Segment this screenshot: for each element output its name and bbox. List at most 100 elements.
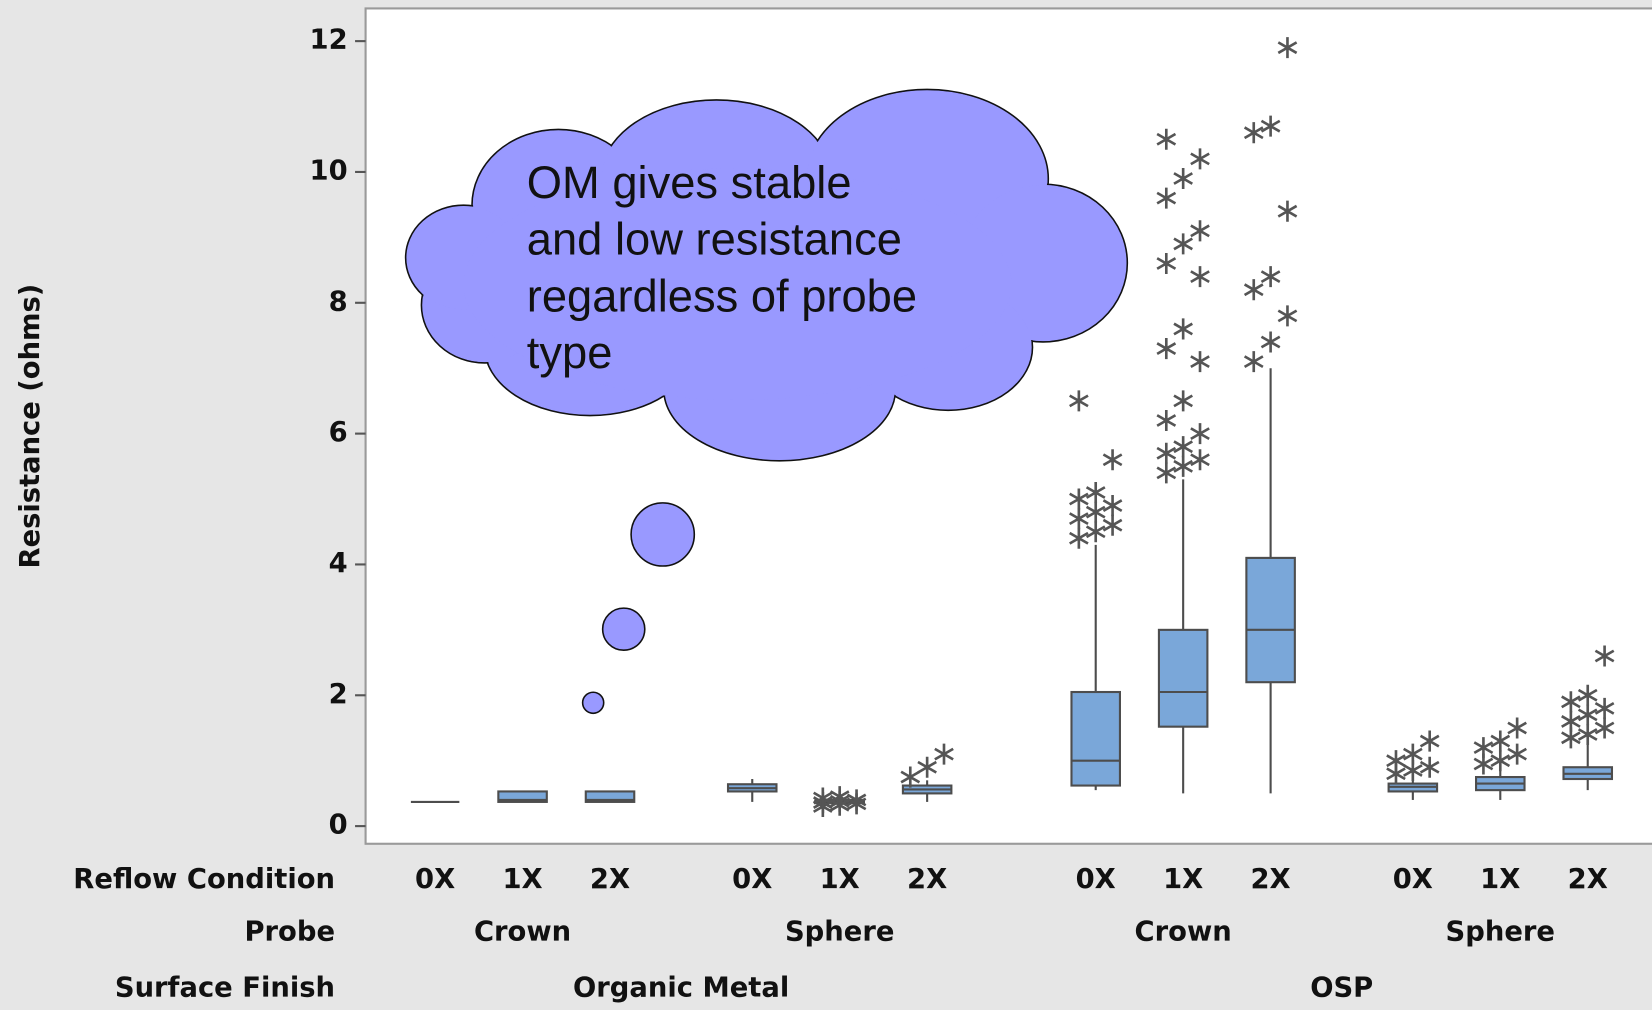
outlier [1507,717,1527,739]
outlier [1594,697,1615,719]
callout-line: regardless of probe [527,270,917,321]
outlier [1594,717,1615,739]
x-tick-label: 0X [732,864,772,895]
outlier [1069,508,1089,530]
outlier [1173,436,1193,458]
outlier [1490,750,1511,772]
outlier [1277,200,1298,222]
outlier [1173,318,1193,340]
callout [404,88,1129,715]
outlier [1085,481,1106,504]
box [497,790,548,803]
outlier [1173,390,1193,412]
outlier [1102,449,1123,471]
outlier [1277,37,1298,59]
x-tick-label: 1X [820,864,860,895]
outlier [1260,115,1281,137]
row-title: Surface Finish [115,972,335,1003]
finish-label: Organic Metal [573,972,789,1003]
outlier [1173,455,1193,477]
outlier [1069,488,1089,510]
x-tick-label: 2X [590,864,630,895]
outlier [1190,449,1210,471]
probe-label: Sphere [785,917,894,948]
outlier [1490,730,1511,752]
outlier [1260,331,1281,353]
outlier [1190,423,1210,445]
outlier [1085,501,1106,523]
outlier [1190,220,1210,242]
y-tick-label: 4 [329,548,348,579]
outlier [1156,410,1177,432]
box [584,790,636,803]
x-tick-label: 2X [1568,864,1608,895]
y-tick-label: 2 [329,679,348,710]
outlier [917,756,937,778]
outlier [1173,167,1193,190]
outlier [1156,128,1177,150]
outlier [813,787,833,809]
outlier [1403,743,1423,765]
outlier [1069,527,1089,549]
x-tick-label: 1X [502,864,542,895]
outlier [1577,704,1598,726]
box [1245,556,1296,684]
callout-line: and low resistance [527,214,902,265]
outlier [1173,233,1193,255]
outlier [1594,645,1615,667]
outlier [1156,442,1177,464]
marks: 0 2 4 6 8 10 12 Reflow Condition Probe Surface Fi… [73,25,1615,1003]
box [1157,628,1209,728]
outlier [1507,743,1527,765]
callout-line: type [527,327,613,378]
outlier [1419,730,1440,752]
outlier [1386,750,1406,772]
outlier [1243,122,1264,144]
x-tick-label: 1X [1480,864,1520,895]
outlier [1156,338,1177,360]
probe-label: Sphere [1446,917,1555,948]
y-axis-title: Resistance (ohms) [15,284,46,569]
callout-line: OM gives stable [527,157,852,208]
outlier [846,789,867,811]
outlier [1419,756,1440,778]
outlier [1561,710,1581,732]
outlier [1243,351,1264,373]
outlier [1156,187,1177,209]
outlier [1561,691,1581,713]
outlier [1243,279,1264,301]
row-title: Reflow Condition [73,864,335,895]
y-tick-label: 6 [329,417,348,448]
x-tick-label: 1X [1163,864,1203,895]
outlier [1190,148,1210,170]
outlier [1190,351,1210,373]
box [1070,690,1121,787]
outlier [900,766,921,788]
outlier [1577,724,1598,746]
finish-label: OSP [1310,972,1373,1003]
outlier [934,743,954,765]
outlier [1069,390,1089,412]
outlier [1277,305,1298,327]
probe-label: Crown [1135,917,1232,948]
outlier [1085,521,1106,543]
y-tick-label: 8 [329,286,348,317]
x-tick-label: 0X [1076,864,1116,895]
x-tick-label: 0X [415,864,455,895]
outlier [1190,266,1210,288]
outlier [1102,514,1123,536]
outlier [1156,253,1177,275]
row-title: Probe [244,917,335,948]
outlier [829,786,850,808]
x-tick-label: 2X [1251,864,1291,895]
callout-text: OM gives stable and low resistanceregardl… [527,157,917,378]
outlier [1156,462,1177,484]
y-tick-label: 12 [310,25,348,56]
y-tick-label: 0 [329,810,348,841]
outlier [1473,737,1494,759]
x-tick-label: 2X [907,864,947,895]
outlier [1577,684,1598,706]
outlier [1260,266,1281,288]
probe-label: Crown [474,917,571,948]
